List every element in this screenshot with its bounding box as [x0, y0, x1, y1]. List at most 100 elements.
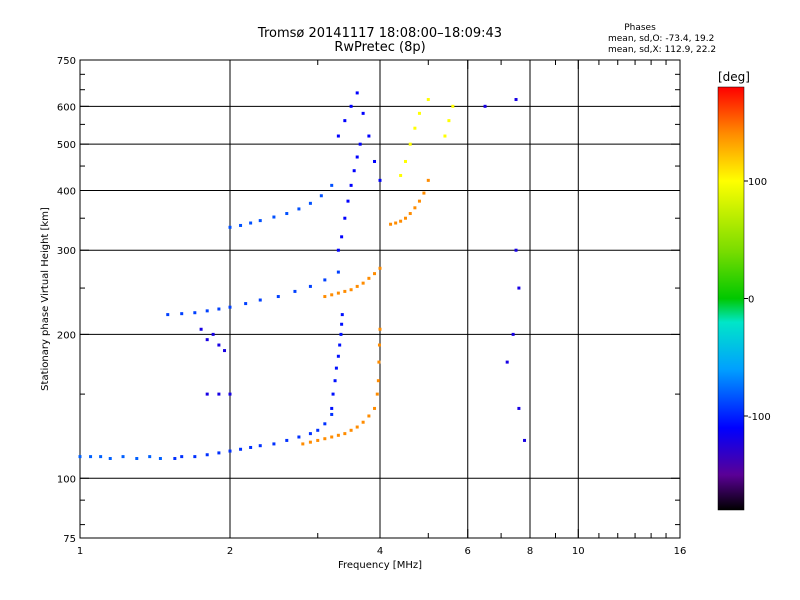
- data-point: [413, 126, 417, 130]
- data-point: [336, 291, 340, 295]
- data-point: [349, 104, 353, 108]
- y-tick-label: 300: [57, 246, 76, 257]
- data-point: [323, 422, 327, 426]
- x-tick-label: 4: [377, 546, 383, 557]
- data-point: [349, 183, 353, 187]
- data-point: [346, 199, 350, 203]
- data-point: [355, 155, 359, 159]
- data-point: [373, 159, 377, 163]
- data-point: [514, 248, 518, 252]
- data-point: [389, 222, 393, 226]
- data-point: [205, 338, 209, 342]
- data-point: [78, 455, 82, 459]
- data-point: [361, 281, 365, 285]
- colorbar-unit: [deg]: [718, 70, 750, 84]
- data-point: [514, 98, 518, 102]
- x-tick-label: 10: [572, 546, 585, 557]
- phases-title: Phases: [624, 23, 656, 33]
- data-point: [148, 455, 152, 459]
- data-point: [330, 406, 334, 410]
- data-point: [331, 392, 335, 396]
- data-point: [373, 272, 377, 276]
- data-point: [403, 216, 407, 220]
- data-point: [217, 307, 221, 311]
- data-point: [217, 343, 221, 347]
- data-point: [334, 366, 338, 370]
- data-point: [343, 289, 347, 293]
- data-point: [239, 447, 243, 451]
- data-point: [343, 216, 347, 220]
- y-tick-label: 750: [57, 56, 76, 67]
- y-tick-label: 100: [57, 474, 76, 485]
- data-point: [276, 295, 280, 299]
- data-point: [249, 445, 253, 449]
- phase-stat-o: mean, sd,O: -73.4, 19.2: [608, 34, 715, 44]
- data-point: [301, 442, 305, 446]
- data-point: [108, 456, 112, 460]
- data-point: [308, 432, 312, 436]
- data-point: [330, 435, 334, 439]
- data-point: [511, 332, 515, 336]
- data-point: [422, 191, 426, 195]
- data-point: [297, 435, 301, 439]
- data-point: [417, 111, 421, 115]
- x-tick-label: 6: [465, 546, 471, 557]
- data-point: [403, 159, 407, 163]
- data-point: [443, 134, 447, 138]
- data-point: [308, 440, 312, 444]
- data-point: [121, 455, 125, 459]
- data-point: [367, 276, 371, 280]
- data-point: [99, 455, 103, 459]
- data-point: [339, 332, 343, 336]
- data-point: [336, 433, 340, 437]
- data-point: [451, 104, 455, 108]
- data-point: [319, 194, 323, 198]
- x-tick-label: 1: [77, 546, 83, 557]
- data-point: [258, 444, 262, 448]
- data-point: [399, 219, 403, 223]
- data-point: [228, 449, 232, 453]
- data-point: [417, 199, 421, 203]
- colorbar-tick-label: -100: [748, 412, 771, 423]
- data-point: [426, 98, 430, 102]
- data-point: [166, 313, 170, 317]
- data-point: [323, 295, 327, 299]
- x-axis-label: Frequency [MHz]: [338, 560, 422, 571]
- data-point: [447, 119, 451, 123]
- data-point: [228, 225, 232, 229]
- data-point: [378, 266, 382, 270]
- data-point: [378, 327, 382, 331]
- data-point: [316, 438, 320, 442]
- data-point: [330, 412, 334, 416]
- data-point: [205, 309, 209, 313]
- colorbar-tick-label: 0: [748, 295, 754, 306]
- data-point: [193, 311, 197, 315]
- data-point: [297, 207, 301, 211]
- data-point: [316, 428, 320, 432]
- data-point: [483, 104, 487, 108]
- data-point: [336, 248, 340, 252]
- data-point: [228, 305, 232, 309]
- data-point: [426, 178, 430, 182]
- data-point: [217, 451, 221, 455]
- data-point: [158, 456, 162, 460]
- data-point: [355, 284, 359, 288]
- data-point: [244, 302, 248, 306]
- data-point: [330, 183, 334, 187]
- data-point: [205, 392, 209, 396]
- data-point: [193, 455, 197, 459]
- data-point: [258, 298, 262, 302]
- data-point: [517, 286, 521, 290]
- data-point: [377, 360, 381, 364]
- data-point: [378, 178, 382, 182]
- data-point: [285, 438, 289, 442]
- colorbar-tick-label: 100: [748, 177, 767, 188]
- data-point: [343, 119, 347, 123]
- data-point: [199, 327, 203, 331]
- data-point: [223, 349, 227, 353]
- x-tick-label: 8: [527, 546, 533, 557]
- data-point: [377, 343, 381, 347]
- data-point: [517, 406, 521, 410]
- data-point: [343, 432, 347, 436]
